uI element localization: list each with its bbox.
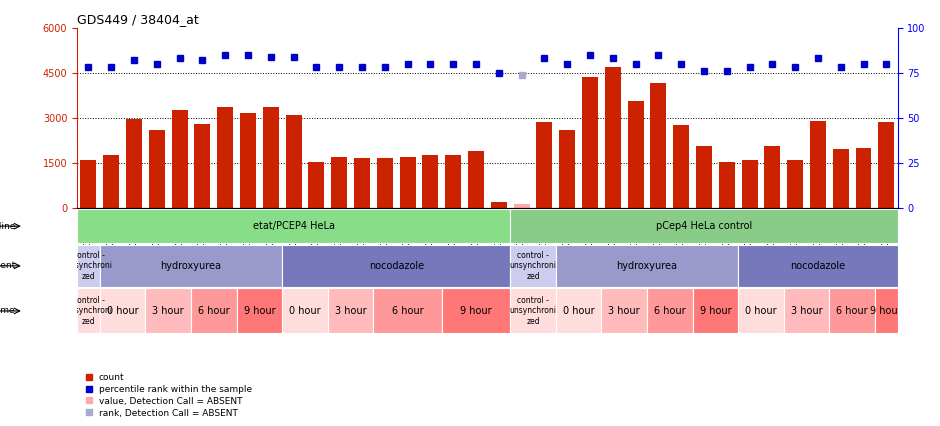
Text: nocodazole: nocodazole xyxy=(791,261,845,271)
Bar xyxy=(77,245,100,287)
Bar xyxy=(647,288,693,334)
Bar xyxy=(282,245,510,287)
Text: hydroxyurea: hydroxyurea xyxy=(617,261,678,271)
Text: 3 hour: 3 hour xyxy=(152,306,184,316)
Bar xyxy=(400,157,415,208)
Bar xyxy=(100,288,146,334)
Bar xyxy=(628,101,644,208)
Bar xyxy=(719,161,735,208)
Text: 6 hour: 6 hour xyxy=(198,306,229,316)
Text: GDS449 / 38404_at: GDS449 / 38404_at xyxy=(77,14,199,26)
Bar xyxy=(468,151,484,208)
Bar xyxy=(602,288,647,334)
Text: 3 hour: 3 hour xyxy=(791,306,822,316)
Bar xyxy=(240,113,256,208)
Bar xyxy=(693,288,738,334)
Bar xyxy=(513,204,529,208)
Text: control -
unsynchroni
zed: control - unsynchroni zed xyxy=(509,251,556,281)
Bar xyxy=(77,288,100,334)
Bar xyxy=(559,130,575,208)
Bar xyxy=(217,107,233,208)
Bar xyxy=(556,245,738,287)
Text: 6 hour: 6 hour xyxy=(837,306,868,316)
Bar xyxy=(77,209,510,244)
Text: 6 hour: 6 hour xyxy=(392,306,423,316)
Text: control -
unsynchroni
zed: control - unsynchroni zed xyxy=(65,251,112,281)
Text: nocodazole: nocodazole xyxy=(368,261,424,271)
Bar xyxy=(650,83,666,208)
Text: control -
unsynchroni
zed: control - unsynchroni zed xyxy=(65,296,112,326)
Text: 6 hour: 6 hour xyxy=(654,306,685,316)
Text: 0 hour: 0 hour xyxy=(745,306,776,316)
Text: agent: agent xyxy=(0,261,16,271)
Bar xyxy=(191,288,237,334)
Bar xyxy=(81,160,97,208)
Text: pCep4 HeLa control: pCep4 HeLa control xyxy=(656,221,752,231)
Bar xyxy=(878,122,894,208)
Bar xyxy=(282,288,328,334)
Bar xyxy=(149,130,164,208)
Text: 9 hour: 9 hour xyxy=(243,306,275,316)
Bar xyxy=(604,67,620,208)
Text: 0 hour: 0 hour xyxy=(107,306,138,316)
Bar xyxy=(237,288,282,334)
Text: 9 hour: 9 hour xyxy=(461,306,492,316)
Bar xyxy=(696,147,712,208)
Bar xyxy=(331,157,347,208)
Bar xyxy=(103,155,119,208)
Text: 3 hour: 3 hour xyxy=(335,306,367,316)
Text: etat/PCEP4 HeLa: etat/PCEP4 HeLa xyxy=(253,221,335,231)
Bar xyxy=(442,288,510,334)
Bar xyxy=(373,288,442,334)
Text: 9 hour: 9 hour xyxy=(870,306,902,316)
Text: time: time xyxy=(0,306,16,316)
Bar xyxy=(764,147,780,208)
Bar xyxy=(556,288,602,334)
Bar xyxy=(195,124,211,208)
Bar xyxy=(738,245,898,287)
Text: 0 hour: 0 hour xyxy=(563,306,594,316)
Text: control -
unsynchroni
zed: control - unsynchroni zed xyxy=(509,296,556,326)
Bar xyxy=(810,121,826,208)
Bar xyxy=(172,110,188,208)
Bar xyxy=(354,158,370,208)
Bar xyxy=(537,122,553,208)
Bar xyxy=(833,150,849,208)
Text: 0 hour: 0 hour xyxy=(290,306,321,316)
Bar xyxy=(126,119,142,208)
Bar xyxy=(829,288,875,334)
Bar xyxy=(263,107,279,208)
Bar xyxy=(422,155,438,208)
Bar xyxy=(738,288,784,334)
Text: 3 hour: 3 hour xyxy=(608,306,640,316)
Bar xyxy=(582,77,598,208)
Bar xyxy=(784,288,829,334)
Bar xyxy=(673,125,689,208)
Bar xyxy=(328,288,373,334)
Bar xyxy=(286,115,302,208)
Bar xyxy=(742,160,758,208)
Bar xyxy=(510,209,898,244)
Text: 9 hour: 9 hour xyxy=(699,306,731,316)
Bar xyxy=(491,202,507,208)
Bar xyxy=(510,245,556,287)
Bar xyxy=(146,288,191,334)
Bar xyxy=(446,155,462,208)
Legend: count, percentile rank within the sample, value, Detection Call = ABSENT, rank, : count, percentile rank within the sample… xyxy=(80,370,256,421)
Bar xyxy=(787,160,803,208)
Bar xyxy=(875,288,898,334)
Text: hydroxyurea: hydroxyurea xyxy=(161,261,222,271)
Bar xyxy=(855,148,871,208)
Bar xyxy=(377,158,393,208)
Text: cell line: cell line xyxy=(0,222,16,230)
Bar xyxy=(510,288,556,334)
Bar xyxy=(100,245,282,287)
Bar xyxy=(308,161,324,208)
